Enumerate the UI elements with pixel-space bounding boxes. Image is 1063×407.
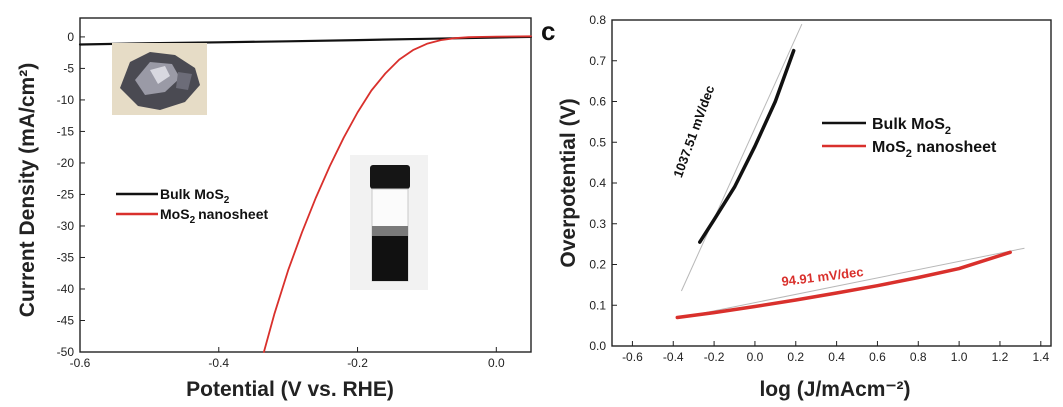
right-xtick-label: 0.0 xyxy=(747,350,764,364)
x-axis-title-left: Potential (V vs. RHE) xyxy=(186,378,394,401)
y-axis-title-right: Overpotential (V) xyxy=(557,98,580,267)
left-ytick-label: -35 xyxy=(57,250,75,264)
right-xtick-label: 0.8 xyxy=(910,350,927,364)
left-ytick-label: -40 xyxy=(57,282,75,296)
bulk-crystal-photo xyxy=(112,43,207,115)
right-ytick-label: 0.8 xyxy=(589,13,606,27)
right-ytick-label: 0.5 xyxy=(589,135,606,149)
nano-tafel-fit xyxy=(677,247,1025,319)
left-xtick-label: 0.0 xyxy=(488,356,505,370)
left-xtick-label: -0.2 xyxy=(347,356,368,370)
right-xtick-label: -0.4 xyxy=(663,350,684,364)
bulk-tafel-slope: 1037.51 mV/dec xyxy=(670,83,717,179)
right-xtick-label: 1.4 xyxy=(1032,350,1049,364)
left-ytick-label: -15 xyxy=(57,124,75,138)
legend-right-nano-label: MoS2 nanosheet xyxy=(872,139,997,160)
x-axis-title-right: log (J/mAcm⁻²) xyxy=(759,378,910,401)
right-xtick-label: 1.0 xyxy=(951,350,968,364)
chart-right-tafel: -0.6 -0.4 -0.2 0.0 0.2 0.4 0.6 0.8 1.0 1.2 1.4 0.0 0… xyxy=(557,13,1052,401)
right-ytick-label: 0.2 xyxy=(589,258,606,272)
right-series-nanosheet xyxy=(675,250,1012,320)
right-ytick-label: 0.1 xyxy=(589,298,606,312)
right-ytick-label: 0.6 xyxy=(589,95,606,109)
left-series-nanosheet xyxy=(262,35,532,353)
panel-label-fragment: c xyxy=(541,16,555,46)
bulk-tafel-fit xyxy=(680,23,803,292)
legend-left: Bulk MoS2 MoS2 nanosheet xyxy=(116,186,268,226)
left-ytick-label: -50 xyxy=(57,345,75,359)
chart-left-polarization: -0.6 -0.4 -0.2 0.0 0 -5 -10 -15 -20 -25 -30 -35 -40 -… xyxy=(16,17,533,401)
right-ytick-label: 0.0 xyxy=(589,339,606,353)
legend-left-nano-label: MoS2 nanosheet xyxy=(160,206,268,226)
left-ytick-label: -30 xyxy=(57,219,75,233)
right-xtick-label: 0.4 xyxy=(828,350,845,364)
right-xtick-label: -0.6 xyxy=(622,350,643,364)
right-xtick-label: -0.2 xyxy=(704,350,725,364)
nano-tafel-slope: 94.91 mV/dec xyxy=(781,264,865,289)
legend-left-bulk-label: Bulk MoS2 xyxy=(160,186,230,206)
left-ytick-label: -25 xyxy=(57,187,75,201)
left-xtick-label: -0.6 xyxy=(70,356,91,370)
plot-frame-left xyxy=(79,17,532,353)
legend-right-bulk-label: Bulk MoS2 xyxy=(872,116,951,137)
right-series-bulk xyxy=(698,48,796,244)
legend-right: Bulk MoS2 MoS2 nanosheet xyxy=(822,116,997,160)
right-ytick-label: 0.7 xyxy=(589,54,606,68)
plot-frame-right xyxy=(611,19,1052,347)
left-ytick-label: -5 xyxy=(63,61,74,75)
left-ytick-label: -45 xyxy=(57,313,75,327)
left-ytick-label: -10 xyxy=(57,93,75,107)
left-ytick-label: 0 xyxy=(67,30,74,44)
y-axis-title-left: Current Density (mA/cm²) xyxy=(16,63,39,317)
right-ytick-label: 0.3 xyxy=(589,217,606,231)
right-ytick-label: 0.4 xyxy=(589,176,606,190)
right-xtick-label: 1.2 xyxy=(992,350,1009,364)
right-xtick-label: 0.6 xyxy=(869,350,886,364)
left-xtick-label: -0.4 xyxy=(208,356,229,370)
nanosheet-vial-photo xyxy=(350,155,428,290)
left-ytick-label: -20 xyxy=(57,156,75,170)
right-xtick-label: 0.2 xyxy=(787,350,804,364)
